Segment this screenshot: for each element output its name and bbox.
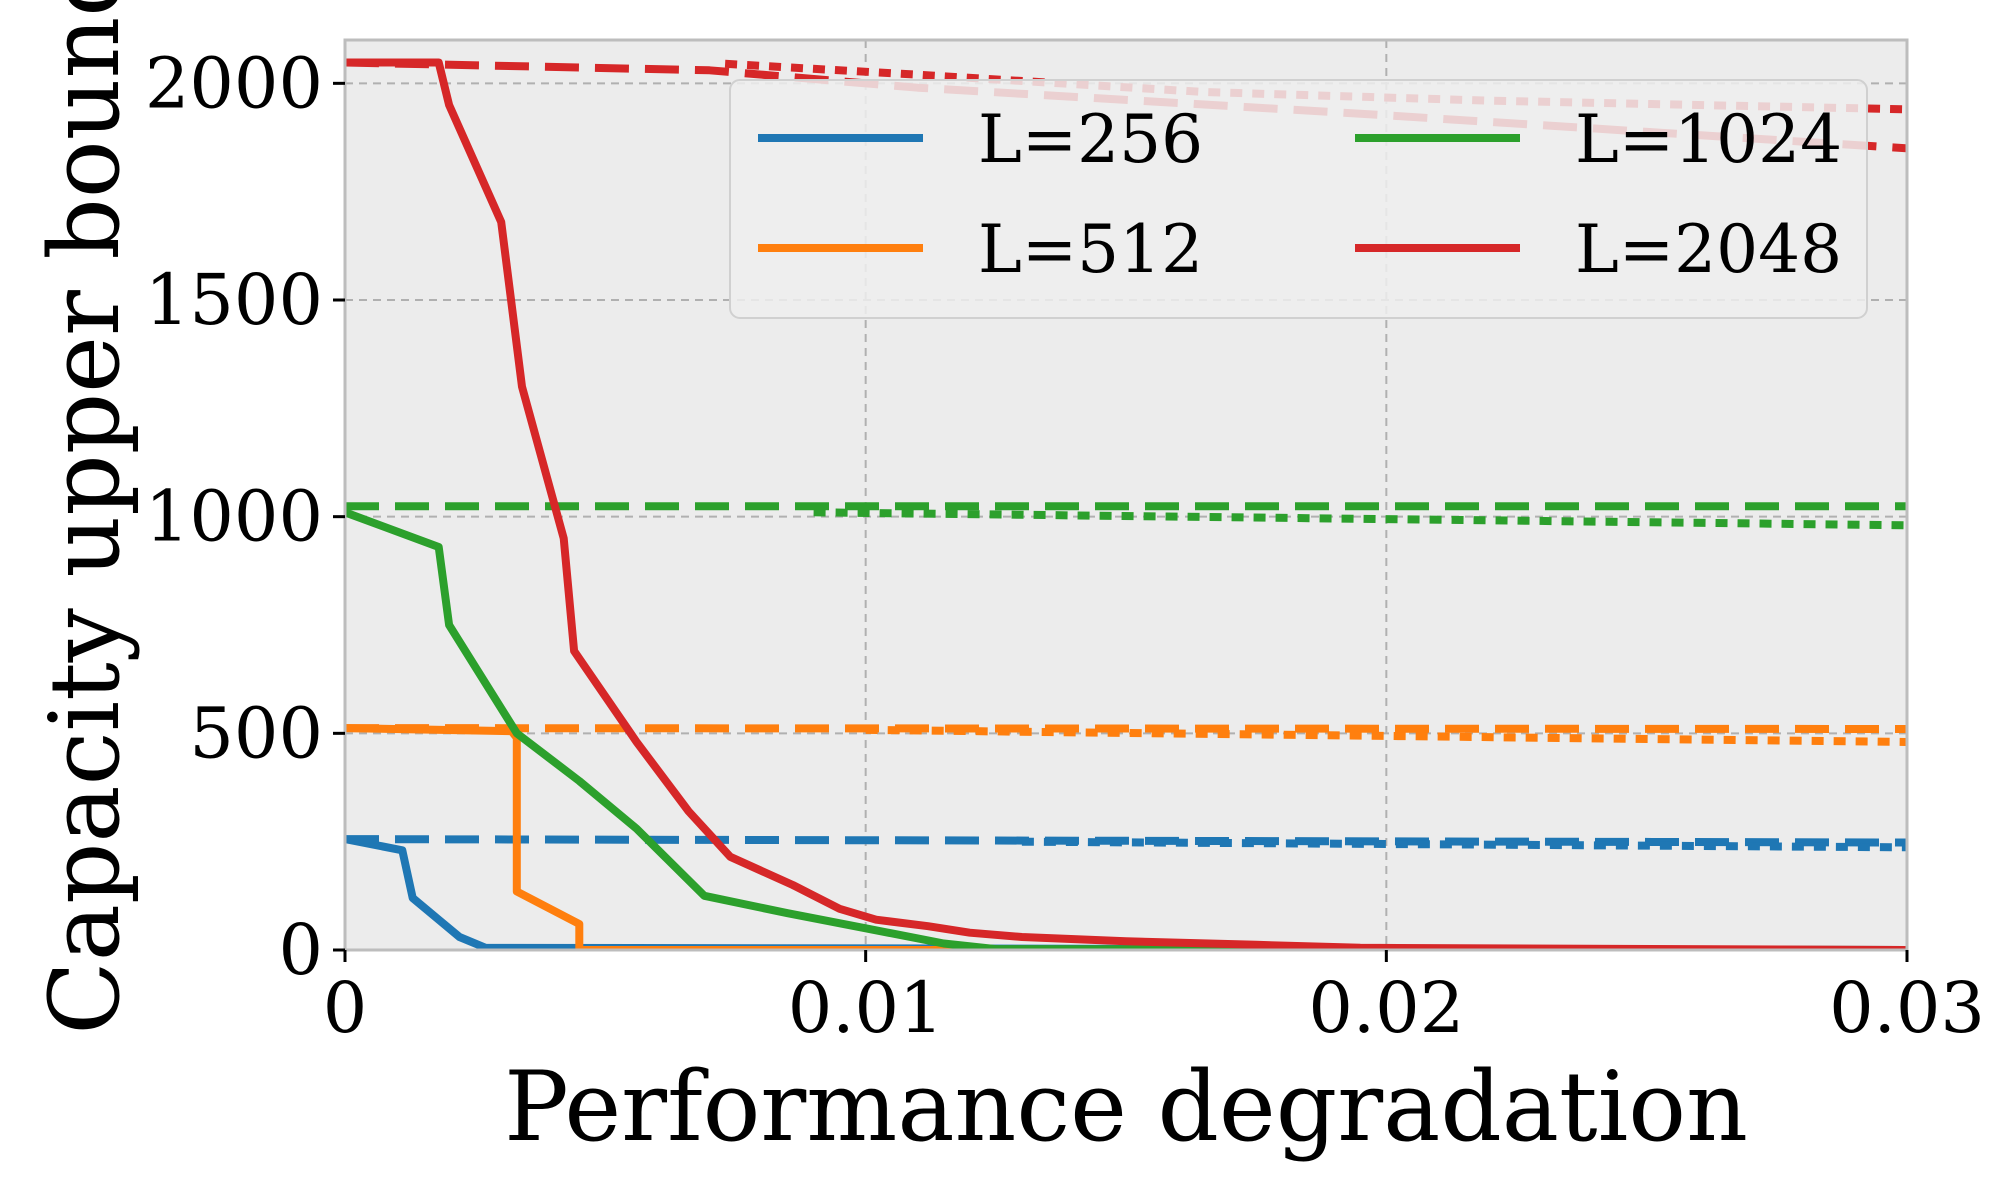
series-line-L-256-solid [345, 835, 1907, 950]
x-tick-label: 0.01 [788, 967, 944, 1049]
series-line-L-1024-dotted [813, 508, 1907, 530]
tick-labels: 0 500 1000 1500 2000 0 0.01 0.02 0.03 [145, 42, 1985, 1049]
x-tick-label: 0.03 [1829, 967, 1985, 1049]
y-tick-label: 0 [278, 909, 323, 991]
y-tick-label: 2000 [145, 42, 323, 124]
grid-lines [345, 40, 1907, 950]
y-tick-label: 1000 [145, 476, 323, 558]
y-tick-label: 500 [189, 692, 323, 774]
legend-label: L=256 [978, 101, 1203, 178]
legend-frame [729, 79, 1868, 319]
legend: L=256 L=512 L=1024 L=2048 [729, 79, 1868, 319]
legend-label: L=2048 [1575, 211, 1842, 288]
series-line-L-512-dashed [345, 724, 1907, 733]
x-axis-label: Performance degradation [504, 1051, 1748, 1163]
series-line-L-2048-solid [345, 58, 1907, 950]
series-line-L-512-dotted [865, 725, 1907, 746]
legend-label: L=1024 [1575, 101, 1842, 178]
x-tick-label: 0.02 [1308, 967, 1464, 1049]
x-tick-label: 0 [323, 967, 368, 1049]
tick-marks [333, 81, 1909, 962]
y-axis-label: Capacity upper bound [29, 0, 141, 1035]
series-line-L-256-dotted [1021, 837, 1907, 852]
legend-label: L=512 [978, 211, 1203, 288]
series-line-L-1024-solid [345, 508, 1907, 950]
y-tick-label: 1500 [145, 259, 323, 341]
plot-frame [343, 38, 1909, 952]
